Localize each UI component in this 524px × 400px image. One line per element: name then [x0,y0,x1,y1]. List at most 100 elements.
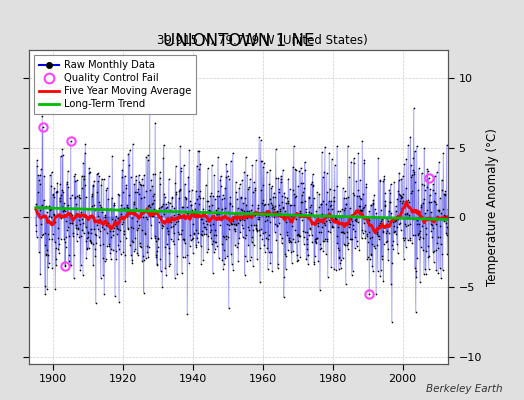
Point [167,236,175,242]
Point [322,170,331,176]
Point [441,191,449,197]
Point [364,217,373,223]
Point [357,235,366,242]
Point [86,230,95,236]
Point [84,245,93,251]
Point [46,207,54,214]
Point [429,248,437,255]
Point [220,246,228,253]
Point [251,187,259,193]
Legend: Raw Monthly Data, Quality Control Fail, Five Year Moving Average, Long-Term Tren: Raw Monthly Data, Quality Control Fail, … [34,55,196,114]
Point [89,241,97,247]
Point [164,199,172,205]
Point [391,218,399,224]
Point [171,180,179,186]
Point [432,169,441,176]
Point [34,189,42,196]
Point [249,263,257,269]
Point [379,228,387,234]
Point [304,261,312,267]
Point [339,229,347,235]
Point [246,222,255,228]
Point [243,172,252,179]
Point [284,176,292,182]
Point [261,228,269,235]
Point [248,233,256,240]
Point [410,170,419,177]
Point [335,208,344,214]
Point [437,275,445,282]
Point [239,200,247,206]
Point [61,238,69,245]
Point [419,235,428,241]
Point [123,226,132,232]
Point [350,160,358,166]
Point [137,208,145,214]
Point [193,239,202,245]
Point [80,172,88,179]
Point [208,162,216,168]
Point [177,168,185,174]
Point [35,177,43,184]
Point [298,192,306,198]
Point [180,240,189,246]
Point [67,138,75,144]
Point [267,200,275,206]
Point [204,233,212,239]
Point [436,195,445,201]
Point [78,227,86,234]
Point [332,266,341,273]
Point [365,229,373,236]
Point [214,255,223,261]
Point [439,206,447,212]
Point [101,214,110,220]
Point [57,236,65,242]
Point [371,244,379,251]
Point [99,255,107,262]
Point [155,218,163,225]
Point [193,235,201,241]
Point [185,147,193,154]
Point [71,171,80,178]
Point [367,202,375,208]
Point [376,176,385,183]
Point [403,211,411,218]
Point [173,252,181,259]
Point [386,199,394,206]
Point [185,188,193,194]
Point [235,185,243,192]
Point [310,258,318,265]
Point [244,184,253,190]
Point [82,255,91,262]
Point [278,166,287,173]
Point [184,260,193,266]
Point [180,162,188,168]
Point [220,261,228,267]
Point [280,294,288,300]
Point [142,154,150,160]
Point [34,204,42,210]
Point [199,205,207,212]
Point [319,174,327,180]
Point [302,206,310,212]
Point [343,142,352,149]
Point [318,211,326,218]
Point [318,224,326,230]
Point [384,246,392,252]
Point [241,271,249,278]
Point [393,196,401,202]
Point [379,178,387,184]
Point [126,173,135,180]
Point [411,148,419,154]
Point [225,222,233,228]
Point [226,250,235,257]
Point [126,208,134,215]
Point [364,254,372,260]
Point [166,199,174,206]
Point [47,169,56,175]
Point [357,207,365,213]
Point [115,299,123,306]
Point [174,195,183,201]
Point [369,268,377,275]
Point [176,187,184,194]
